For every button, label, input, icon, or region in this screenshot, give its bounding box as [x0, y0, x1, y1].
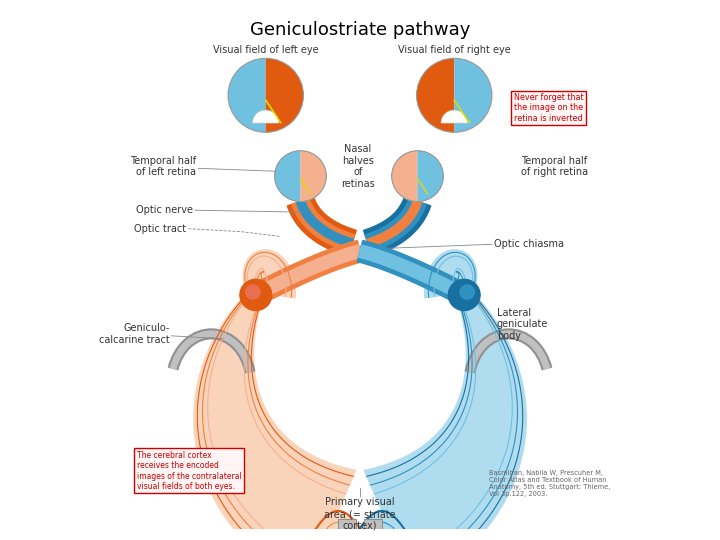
Wedge shape [300, 151, 326, 201]
Polygon shape [253, 245, 361, 300]
Bar [338, 519, 356, 540]
Polygon shape [331, 511, 433, 540]
Text: Visual field of right eye: Visual field of right eye [398, 45, 510, 56]
Wedge shape [274, 151, 300, 201]
Wedge shape [266, 58, 303, 132]
Polygon shape [359, 245, 467, 300]
Circle shape [274, 151, 326, 201]
Polygon shape [365, 199, 426, 252]
Circle shape [392, 151, 444, 201]
Polygon shape [292, 199, 355, 252]
Text: Optic nerve: Optic nerve [136, 205, 193, 215]
Text: Temporal half
of left retina: Temporal half of left retina [130, 156, 197, 177]
Polygon shape [297, 200, 354, 247]
Wedge shape [418, 151, 444, 201]
Text: Optic tract: Optic tract [134, 224, 186, 234]
Polygon shape [364, 197, 431, 256]
Wedge shape [392, 151, 418, 201]
Circle shape [459, 284, 475, 300]
Text: Optic chiasma: Optic chiasma [494, 239, 564, 249]
Text: Nasal
halves
of
retinas: Nasal halves of retinas [341, 144, 375, 189]
Bar [364, 519, 382, 540]
Polygon shape [287, 197, 356, 256]
Text: Never forget that
the image on the
retina is inverted: Never forget that the image on the retin… [514, 93, 583, 123]
Wedge shape [253, 110, 279, 123]
Polygon shape [243, 250, 295, 298]
Polygon shape [357, 240, 469, 305]
Text: Temporal half
of right retina: Temporal half of right retina [521, 156, 588, 177]
Polygon shape [287, 511, 389, 540]
Wedge shape [454, 58, 492, 132]
Wedge shape [441, 110, 467, 123]
Circle shape [449, 279, 480, 310]
Polygon shape [366, 200, 421, 247]
Text: Geniculo-
calcarine tract: Geniculo- calcarine tract [99, 323, 169, 345]
Text: The cerebral cortex
receives the encoded
images of the contralateral
visual fiel: The cerebral cortex receives the encoded… [137, 451, 241, 491]
Polygon shape [364, 291, 526, 540]
Text: Visual field of left eye: Visual field of left eye [213, 45, 318, 56]
Circle shape [245, 284, 261, 300]
Circle shape [240, 279, 271, 310]
Wedge shape [417, 58, 454, 132]
Text: Primary visual
area (= striate
cortex): Primary visual area (= striate cortex) [324, 497, 396, 531]
Polygon shape [251, 240, 363, 305]
Text: Lateral
geniculate
body: Lateral geniculate body [497, 308, 549, 341]
Polygon shape [194, 291, 356, 540]
Wedge shape [228, 58, 266, 132]
Text: Basmihan, Nabila W, Prescuher M,
Color Atlas and Textbook of Human
Anatomy, 5th : Basmihan, Nabila W, Prescuher M, Color A… [489, 470, 611, 497]
Polygon shape [425, 250, 477, 298]
Text: Geniculostriate pathway: Geniculostriate pathway [250, 21, 470, 39]
